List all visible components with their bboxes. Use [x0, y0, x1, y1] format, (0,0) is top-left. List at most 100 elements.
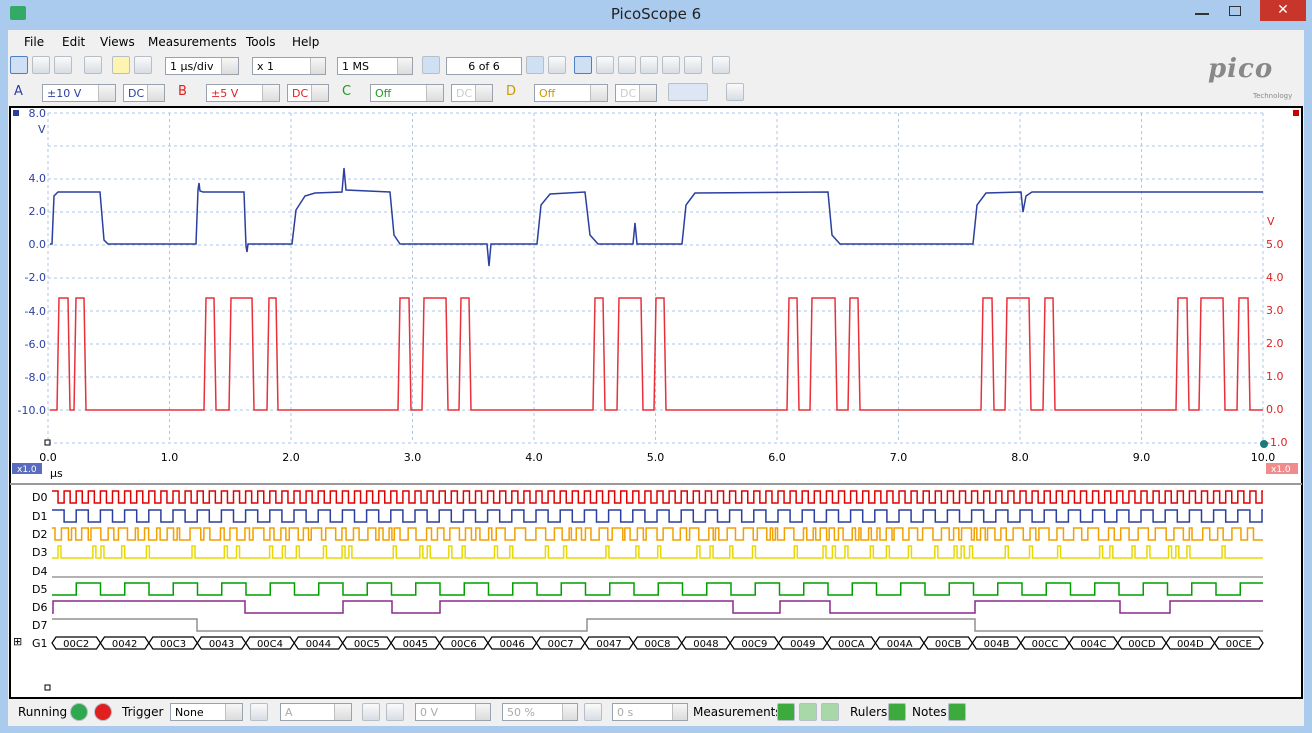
menu-item[interactable]: Edit [62, 35, 86, 49]
left-zoom-badge [12, 463, 42, 474]
bus-value: 0048 [693, 639, 718, 650]
channel-coupling[interactable]: DC [451, 84, 493, 102]
bus-value: 00C8 [644, 639, 670, 650]
digital-channel-label: D1 [32, 510, 47, 523]
math-button[interactable] [84, 56, 102, 74]
delay-icon[interactable] [584, 703, 602, 721]
rising-edge[interactable] [362, 703, 380, 721]
left-tick-label: 2.0 [29, 205, 47, 218]
falling-edge[interactable] [386, 703, 404, 721]
close-button[interactable]: ✕ [1260, 0, 1306, 21]
undo-zoom[interactable] [684, 56, 702, 74]
x-tick-label: 2.0 [282, 451, 300, 464]
channel-letter: C [342, 84, 352, 99]
bus-value: 0045 [403, 639, 428, 650]
hand-tool[interactable] [596, 56, 614, 74]
bus-value: 00C4 [257, 639, 283, 650]
view-marker [1293, 110, 1299, 116]
scope-mode[interactable] [10, 56, 28, 74]
minimize-button[interactable] [1195, 13, 1209, 15]
bus-value: 0047 [596, 639, 621, 650]
x-tick-label: 6.0 [768, 451, 786, 464]
menu-item[interactable]: Tools [246, 35, 276, 49]
channel-coupling[interactable]: DC [123, 84, 165, 102]
digital-channel-label: D2 [32, 528, 47, 541]
buffer-navigator[interactable] [548, 56, 566, 74]
digital-trace [52, 618, 1263, 632]
bus-value: 004D [1177, 639, 1204, 650]
select-tool[interactable] [574, 56, 592, 74]
left-tick-label: -10.0 [18, 404, 46, 417]
zoom-spinner[interactable]: x 1 [252, 57, 326, 75]
timebase-select[interactable]: 1 µs/div [165, 57, 239, 75]
spectrum-mode[interactable] [54, 56, 72, 74]
menu-item[interactable]: Help [292, 35, 320, 49]
add-measurement[interactable] [777, 703, 795, 721]
channel-range[interactable]: Off [370, 84, 444, 102]
home-button[interactable] [134, 56, 152, 74]
trigger-marker [1260, 440, 1268, 448]
x-tick-label: 3.0 [404, 451, 422, 464]
left-tick-label: 4.0 [29, 172, 47, 185]
right-tick-label: 4.0 [1266, 271, 1284, 284]
channel-range[interactable]: Off [534, 84, 608, 102]
toolbar: 1 µs/div x 1 1 MS 6 of 6 pico Technology [8, 54, 1304, 100]
persistence-mode[interactable] [32, 56, 50, 74]
zoom-tool[interactable] [618, 56, 636, 74]
stop-button[interactable] [94, 703, 112, 721]
rulers-label: Rulers [850, 705, 888, 719]
pre-trigger[interactable]: 50 % [502, 703, 578, 721]
digital-channel-label: G1 [32, 637, 48, 650]
next-buffer[interactable] [526, 56, 544, 74]
edit-measurement[interactable] [799, 703, 817, 721]
left-tick-label: 8.0 [29, 107, 47, 120]
channel-range[interactable]: ±5 V [206, 84, 280, 102]
right-tick-label: -1.0 [1266, 436, 1287, 449]
menu-item[interactable]: File [24, 35, 45, 49]
samples-spinner[interactable]: 1 MS [337, 57, 413, 75]
probe-settings[interactable] [668, 83, 708, 101]
zoom-in[interactable] [640, 56, 658, 74]
bus-value: 00CE [1226, 639, 1252, 650]
bus-value: 00C6 [451, 639, 477, 650]
first-buffer[interactable] [422, 56, 440, 74]
channel-coupling[interactable]: DC [287, 84, 329, 102]
digital-settings[interactable] [726, 83, 744, 101]
left-tick-label: -2.0 [25, 271, 46, 284]
channel-range[interactable]: ±10 V [42, 84, 116, 102]
trigger-type[interactable] [250, 703, 268, 721]
x-tick-label: 5.0 [647, 451, 665, 464]
zoom-out[interactable] [662, 56, 680, 74]
left-tick-label: -4.0 [25, 305, 46, 318]
digital-channel-label: D6 [32, 601, 47, 614]
x-tick-label: 1.0 [161, 451, 179, 464]
trigger-mode[interactable]: None [170, 703, 243, 721]
delete-measurement[interactable] [821, 703, 839, 721]
bus-value: 00C5 [354, 639, 380, 650]
menu-item[interactable]: Views [100, 35, 135, 49]
post-trigger[interactable]: 0 s [612, 703, 688, 721]
trigger-source[interactable]: A [280, 703, 352, 721]
x-tick-label: 7.0 [890, 451, 908, 464]
notes-toggle[interactable] [948, 703, 966, 721]
maximize-button[interactable] [1229, 6, 1241, 16]
status-bar: Running Trigger None A 0 V 50 % 0 s Meas… [8, 700, 1304, 726]
rulers-toggle[interactable] [888, 703, 906, 721]
bus-value: 004A [887, 639, 913, 650]
bus-value: 004C [1080, 639, 1106, 650]
right-zoom-badge [1266, 463, 1298, 474]
threshold[interactable]: 0 V [415, 703, 491, 721]
channel-b-trace [50, 297, 1263, 411]
auto-setup[interactable] [112, 56, 130, 74]
start-button[interactable] [70, 703, 88, 721]
scope-view: 8.0 4.0 2.0 0.0 -2.0 -4.0 -6.0 -8.0 -10.0 V 5.0 4.0… [9, 106, 1303, 699]
channel-coupling[interactable]: DC [615, 84, 657, 102]
bus-value: 0046 [499, 639, 524, 650]
zoom-overview[interactable] [712, 56, 730, 74]
menu-bar: File Edit Views Measurements Tools Help [8, 32, 1304, 52]
menu-item[interactable]: Measurements [148, 35, 237, 49]
x-tick-label: 10.0 [1251, 451, 1276, 464]
right-tick-label: 5.0 [1266, 238, 1284, 251]
expand-group: ⊞ [13, 635, 22, 648]
